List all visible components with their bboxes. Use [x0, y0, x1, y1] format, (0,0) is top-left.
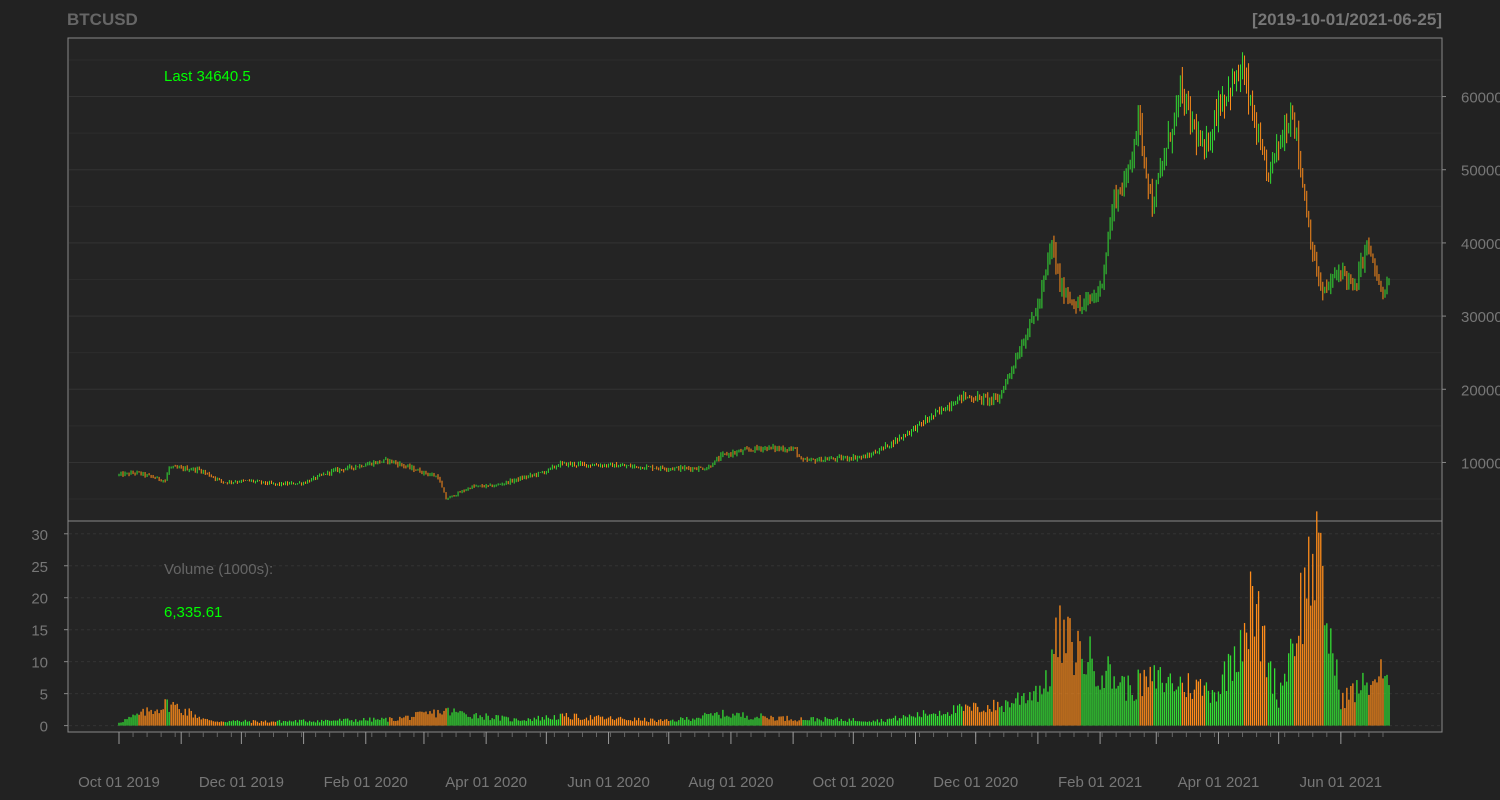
- volume-bars: [118, 511, 1390, 726]
- x-tick-label: Oct 01 2020: [812, 774, 894, 791]
- volume-last-value: 6,335.61: [164, 604, 222, 621]
- price-y-tick-label: 40000: [1461, 236, 1500, 253]
- chart-date-range: [2019-10-01/2021-06-25]: [1252, 10, 1442, 29]
- ohlc-bars: [118, 52, 1390, 500]
- volume-y-tick-label: 0: [40, 719, 48, 736]
- volume-y-tick-label: 5: [40, 687, 48, 704]
- volume-title: Volume (1000s):: [164, 561, 273, 578]
- x-tick-label: Apr 01 2020: [445, 774, 527, 791]
- chart-symbol-title: BTCUSD: [67, 10, 138, 29]
- x-tick-label: Oct 01 2019: [78, 774, 160, 791]
- x-tick-label: Aug 01 2020: [688, 774, 773, 791]
- x-tick-label: Feb 01 2021: [1058, 774, 1142, 791]
- volume-y-tick-label: 30: [31, 527, 48, 544]
- price-y-tick-label: 20000: [1461, 382, 1500, 399]
- volume-y-tick-label: 10: [31, 655, 48, 672]
- x-tick-label: Dec 01 2019: [199, 774, 284, 791]
- x-tick-label: Dec 01 2020: [933, 774, 1018, 791]
- volume-y-tick-label: 15: [31, 623, 48, 640]
- x-tick-label: Feb 01 2020: [324, 774, 408, 791]
- price-y-tick-label: 30000: [1461, 309, 1500, 326]
- volume-y-tick-label: 20: [31, 591, 48, 608]
- price-y-tick-label: 10000: [1461, 455, 1500, 472]
- x-tick-label: Apr 01 2021: [1178, 774, 1260, 791]
- price-y-tick-label: 60000: [1461, 90, 1500, 107]
- last-price-label: Last 34640.5: [164, 68, 251, 85]
- price-gridlines: [69, 59, 1441, 500]
- price-y-tick-label: 50000: [1461, 163, 1500, 180]
- volume-y-tick-label: 25: [31, 559, 48, 576]
- x-tick-label: Jun 01 2020: [567, 774, 650, 791]
- x-tick-label: Jun 01 2021: [1300, 774, 1383, 791]
- axes: 10000 20000 30000 40000 50000 60000 0 5 10 15 20 25…: [31, 90, 1500, 791]
